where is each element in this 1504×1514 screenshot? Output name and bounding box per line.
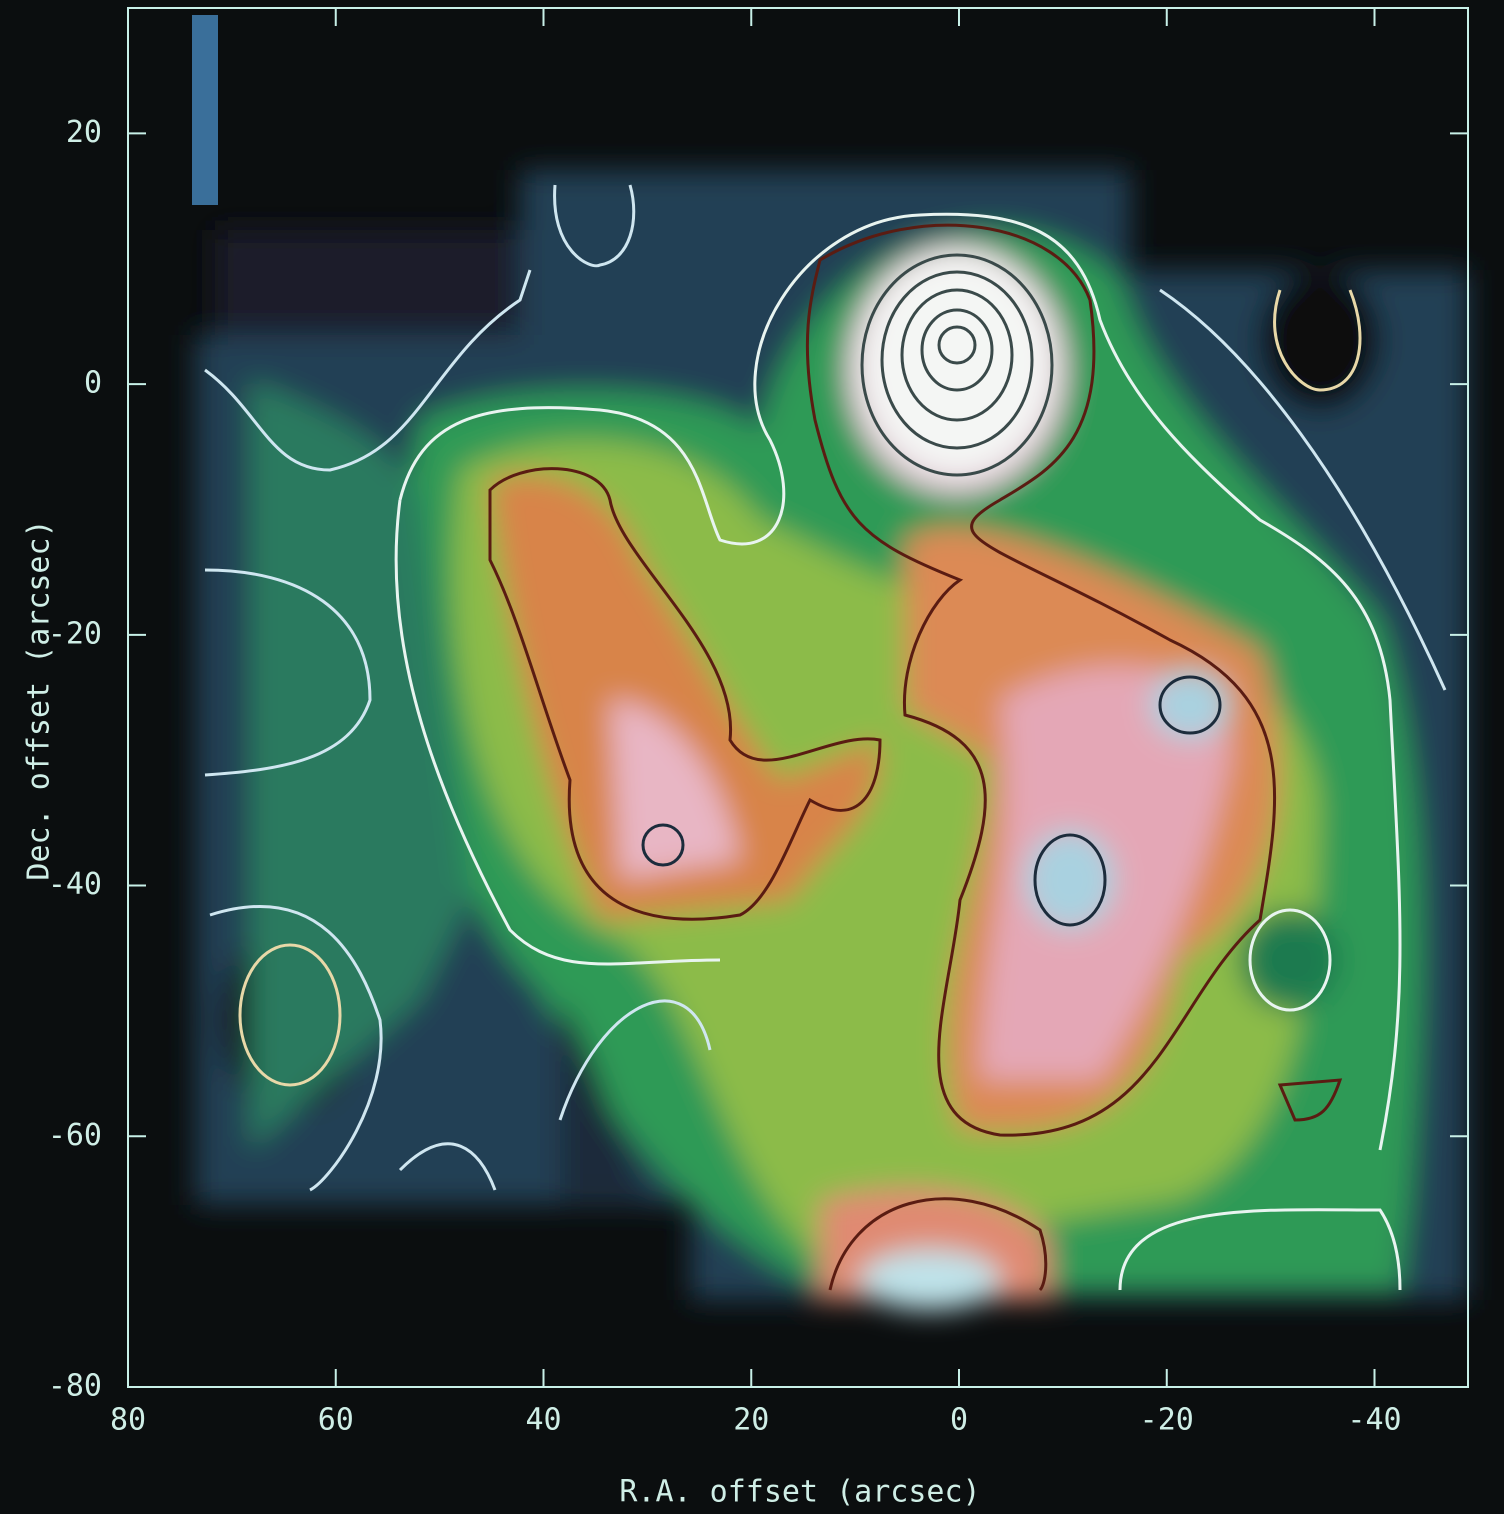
y-tick-label: -60 (48, 1118, 102, 1153)
y-axis-label: Dec. offset (arcsec) (22, 519, 57, 880)
y-tick-label: 20 (66, 115, 102, 150)
x-tick-label: 60 (318, 1403, 354, 1438)
x-tick-label: 80 (110, 1403, 146, 1438)
x-tick-label: 20 (733, 1403, 769, 1438)
y-tick-label: -40 (48, 867, 102, 902)
x-tick-label: 0 (950, 1403, 968, 1438)
x-tick-label: -40 (1347, 1403, 1401, 1438)
y-tick-label: 0 (84, 366, 102, 401)
x-tick-label: -20 (1140, 1403, 1194, 1438)
x-tick-label: 40 (525, 1403, 561, 1438)
y-tick-label: -80 (48, 1369, 102, 1404)
plot-frame (127, 7, 1469, 1388)
x-axis-label: R.A. offset (arcsec) (619, 1475, 980, 1510)
y-tick-label: -20 (48, 616, 102, 651)
